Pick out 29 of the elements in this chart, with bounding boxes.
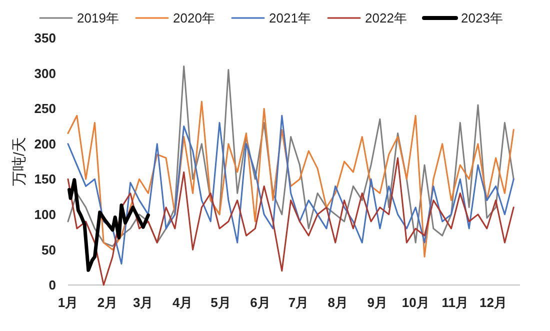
x-tick-label: 3月 [133, 295, 154, 310]
legend-label: 2019年 [77, 10, 119, 26]
line-series [67, 65, 514, 247]
legend-label: 2023年 [461, 10, 503, 26]
line-series [68, 178, 150, 272]
x-tick-label: 12月 [480, 295, 507, 310]
legend-label: 2021年 [269, 10, 311, 26]
x-tick-label: 6月 [250, 295, 270, 310]
legend-label: 2020年 [173, 10, 215, 26]
y-tick-label: 100 [34, 206, 56, 222]
y-tick-label: 250 [34, 101, 56, 116]
x-tick-label: 1月 [58, 295, 78, 310]
x-tick-label: 4月 [172, 295, 193, 310]
x-tick-label: 8月 [328, 295, 348, 310]
x-tick-label: 7月 [288, 295, 309, 310]
x-tick-label: 5月 [210, 295, 231, 310]
y-tick-label: 300 [34, 66, 56, 81]
line-series [67, 157, 514, 286]
y-tick-label: 150 [34, 172, 56, 187]
y-tick-label: 0 [48, 278, 56, 293]
y-axis-title: 万吨/天 [11, 136, 28, 186]
x-tick-label: 2月 [97, 295, 118, 310]
legend-label: 2022年 [365, 10, 407, 26]
y-tick-label: 200 [34, 136, 56, 152]
x-tick-label: 11月 [442, 295, 468, 310]
x-tick-label: 9月 [367, 295, 388, 310]
y-tick-label: 350 [34, 30, 56, 46]
x-tick-label: 10月 [402, 295, 430, 310]
y-tick-label: 50 [42, 242, 56, 258]
